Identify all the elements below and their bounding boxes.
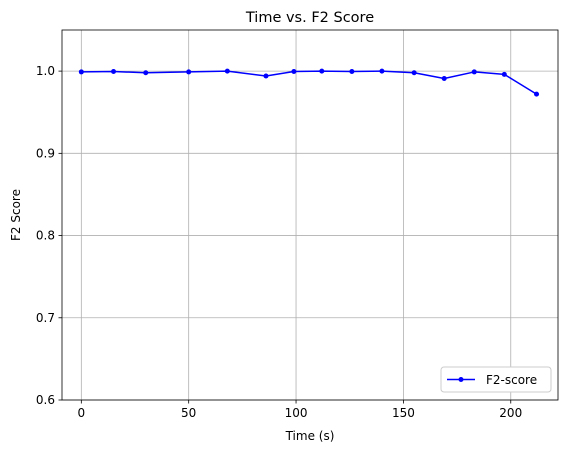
y-tick-label: 0.7 xyxy=(36,311,55,325)
data-point xyxy=(78,69,84,75)
data-point xyxy=(111,69,117,75)
plot-area-frame xyxy=(61,29,559,401)
x-tick-label: 100 xyxy=(285,406,308,420)
series xyxy=(78,68,540,97)
data-point xyxy=(263,73,269,79)
chart-title: Time vs. F2 Score xyxy=(245,10,374,26)
data-point xyxy=(349,69,355,75)
data-point xyxy=(471,69,477,75)
legend-marker xyxy=(458,377,464,382)
x-tick-label: 150 xyxy=(392,406,415,420)
x-axis-label: Time (s) xyxy=(285,429,335,443)
y-tick-label: 0.8 xyxy=(36,229,55,243)
legend-box xyxy=(440,366,552,393)
y-axis-label: F2 Score xyxy=(9,189,23,241)
data-point xyxy=(291,69,297,75)
data-point xyxy=(224,68,230,74)
y-tick-label: 0.6 xyxy=(36,393,55,407)
data-point xyxy=(379,68,385,74)
data-point xyxy=(441,76,447,82)
y-tick-label: 0.9 xyxy=(36,146,55,160)
data-point xyxy=(534,91,540,97)
x-tick-label: 200 xyxy=(499,406,522,420)
ticks: 0 50 100 150 200 0.6 0.7 0.8 0.9 1.0 xyxy=(36,64,522,420)
data-point xyxy=(319,68,325,74)
legend: F2-score xyxy=(440,366,552,393)
data-point xyxy=(186,69,192,75)
data-point xyxy=(143,70,149,76)
x-tick-label: 50 xyxy=(181,406,196,420)
x-tick-label: 0 xyxy=(78,406,86,420)
data-point xyxy=(411,70,417,76)
data-point xyxy=(501,71,507,77)
legend-label: F2-score xyxy=(486,373,537,387)
y-tick-label: 1.0 xyxy=(36,64,55,78)
